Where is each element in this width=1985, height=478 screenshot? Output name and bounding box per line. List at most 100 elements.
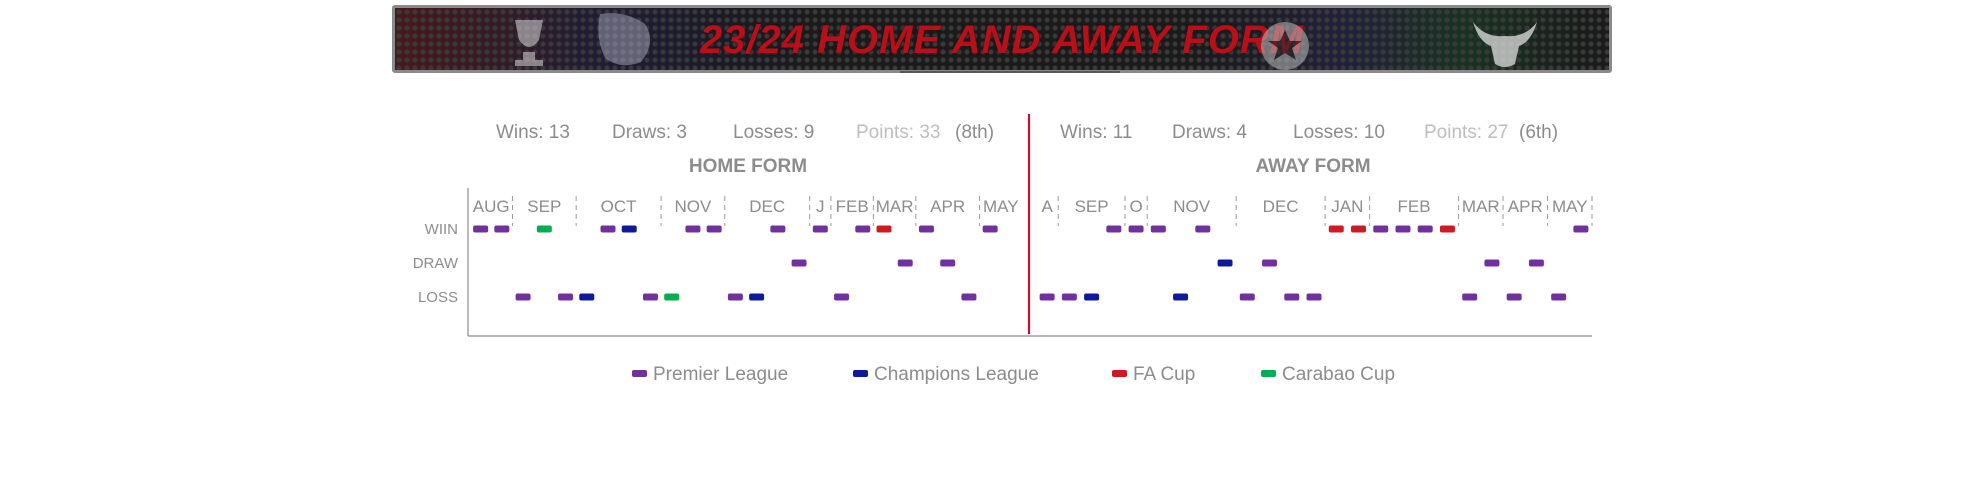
y-label-draw: DRAW (413, 255, 459, 272)
home-match-mark (961, 293, 977, 301)
away-month-label: FEB (1398, 197, 1431, 216)
home-month-label: DEC (749, 197, 785, 216)
away-match-mark (1217, 259, 1233, 267)
home-match-mark (940, 259, 956, 267)
away-match-mark (1373, 225, 1389, 233)
home-position-stat: (8th) (955, 122, 994, 143)
away-month-label: SEP (1075, 197, 1109, 216)
away-match-mark (1350, 225, 1366, 233)
home-match-mark (982, 225, 998, 233)
home-match-mark (579, 293, 595, 301)
bull-skull-icon (1473, 22, 1537, 67)
away-stats: Wins: 11 Draws: 4 Losses: 10 Points: 27 … (1060, 122, 1558, 143)
away-month-label: APR (1508, 197, 1543, 216)
away-match-mark (1173, 293, 1189, 301)
home-month-label: OCT (601, 197, 637, 216)
away-match-mark (1462, 293, 1478, 301)
away-position-stat: (6th) (1519, 122, 1558, 143)
home-match-mark (706, 225, 722, 233)
home-match-mark (664, 293, 680, 301)
home-match-mark (812, 225, 828, 233)
home-match-mark (558, 293, 574, 301)
home-match-mark (727, 293, 743, 301)
home-month-label: APR (930, 197, 965, 216)
y-label-loss: LOSS (418, 289, 458, 306)
away-month-label: NOV (1173, 197, 1211, 216)
away-match-mark (1106, 225, 1122, 233)
home-month-label: J (816, 197, 825, 216)
away-match-mark (1417, 225, 1433, 233)
away-wins-stat: Wins: 11 (1060, 122, 1133, 143)
home-match-mark (685, 225, 701, 233)
y-label-wiin: WIIN (425, 221, 458, 238)
legend-label: Champions League (874, 364, 1039, 385)
banner-title: 23/24 HOME AND AWAY FORM (699, 18, 1305, 62)
away-draws-stat: Draws: 4 (1172, 122, 1247, 143)
home-month-labels: AUG SEP OCT NOV DEC J FEB MAR APR MAY (473, 197, 1019, 216)
away-match-mark (1262, 259, 1278, 267)
home-match-mark (600, 225, 616, 233)
legend-label: FA Cup (1133, 364, 1195, 385)
away-month-label: MAY (1552, 197, 1588, 216)
away-month-label: MAR (1462, 197, 1500, 216)
home-match-mark (621, 225, 637, 233)
away-match-mark (1395, 225, 1411, 233)
legend-label: Premier League (653, 364, 788, 385)
away-match-mark (1039, 293, 1055, 301)
home-losses-stat: Losses: 9 (733, 122, 814, 143)
home-match-mark (834, 293, 850, 301)
home-match-mark (791, 259, 807, 267)
home-match-mark (749, 293, 765, 301)
home-month-label: MAR (876, 197, 914, 216)
home-match-mark (642, 293, 658, 301)
trophy-emblem-icon (515, 20, 543, 66)
away-match-mark (1195, 225, 1211, 233)
away-month-label: A (1041, 197, 1053, 216)
home-wins-stat: Wins: 13 (496, 122, 570, 143)
away-match-mark (1506, 293, 1522, 301)
legend-label: Carabao Cup (1282, 364, 1395, 385)
legend-swatch (632, 370, 647, 377)
legend: Premier League Champions League FA Cup Cara… (632, 364, 1395, 385)
lion-crest-icon (598, 13, 651, 66)
away-match-mark (1528, 259, 1544, 267)
away-month-label: O (1129, 197, 1142, 216)
away-match-mark (1551, 293, 1567, 301)
away-match-mark (1328, 225, 1344, 233)
home-stats: Wins: 13 Draws: 3 Losses: 9 Points: 33 (… (496, 122, 994, 143)
away-match-mark (1150, 225, 1166, 233)
home-form-title: HOME FORM (689, 156, 807, 177)
away-match-mark (1061, 293, 1077, 301)
home-match-mark (855, 225, 871, 233)
home-month-label: AUG (473, 197, 510, 216)
home-points-stat: Points: 33 (856, 122, 941, 143)
home-month-label: FEB (836, 197, 869, 216)
away-month-labels: A SEP O NOV DEC JAN FEB MAR APR MAY (1041, 197, 1587, 216)
home-month-label: NOV (675, 197, 713, 216)
header-banner: 23/24 HOME AND AWAY FORM (392, 5, 1612, 73)
away-match-mark (1439, 225, 1455, 233)
home-match-mark (494, 225, 510, 233)
home-match-mark (897, 259, 913, 267)
away-month-label: JAN (1331, 197, 1363, 216)
home-match-mark (536, 225, 552, 233)
month-dividers (511, 196, 1593, 226)
banner-underline (900, 71, 1120, 73)
away-match-mark (1128, 225, 1144, 233)
away-losses-stat: Losses: 10 (1293, 122, 1385, 143)
away-match-mark (1284, 293, 1300, 301)
legend-swatch (1112, 370, 1127, 377)
home-match-mark (515, 293, 531, 301)
legend-swatch (853, 370, 868, 377)
away-points-stat: Points: 27 (1424, 122, 1509, 143)
away-match-mark (1573, 225, 1589, 233)
home-month-label: SEP (527, 197, 561, 216)
home-match-mark (770, 225, 786, 233)
home-match-mark (473, 225, 489, 233)
away-match-mark (1084, 293, 1100, 301)
home-draws-stat: Draws: 3 (612, 122, 687, 143)
starball-icon (1261, 22, 1309, 70)
y-axis-labels: WIIN DRAW LOSS (413, 221, 459, 306)
away-match-mark (1239, 293, 1255, 301)
